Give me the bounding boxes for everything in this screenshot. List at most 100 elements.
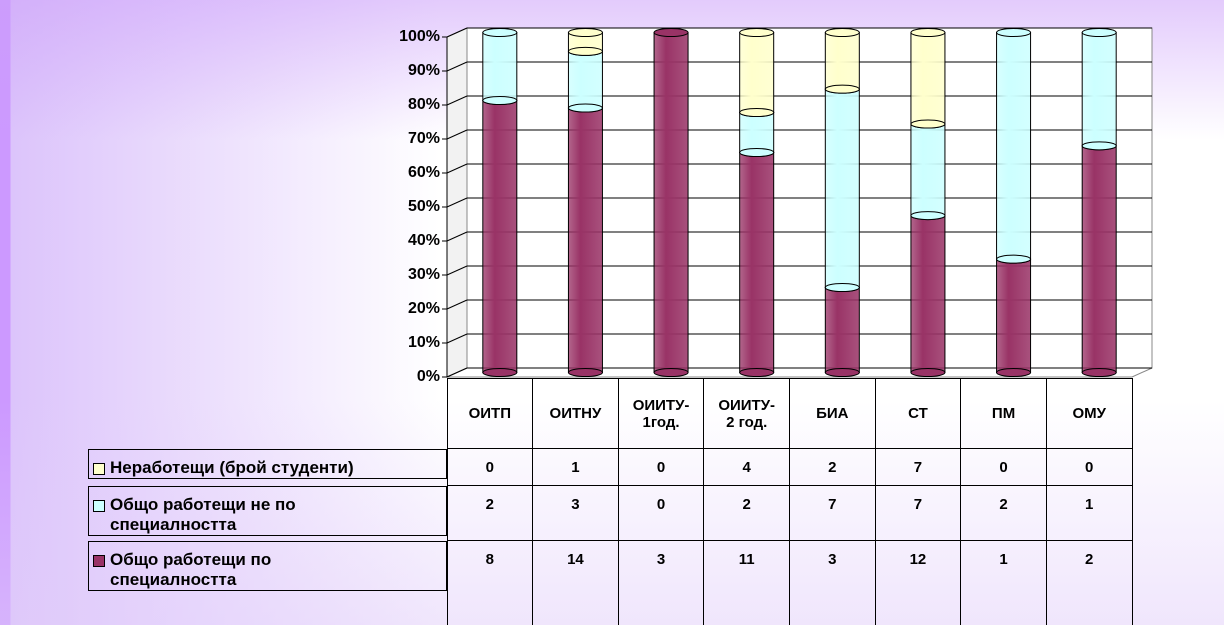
bar-cap <box>824 283 860 292</box>
y-tick-label: 90% <box>408 62 440 79</box>
bar-segment <box>482 32 518 101</box>
legend-swatch <box>93 554 105 567</box>
bar-cap <box>910 28 946 37</box>
table-value: 3 <box>532 485 619 541</box>
y-tick-label: 80% <box>408 96 440 113</box>
grid-line <box>446 299 468 310</box>
x-tick-label: ОИИТУ- 2 год. <box>703 378 790 449</box>
table-row: Общо работещи по специалността 8 14 3 11 3 12 1… <box>88 540 1133 625</box>
bar-cap <box>567 103 603 113</box>
table-value: 7 <box>874 448 962 486</box>
bar-cap <box>996 254 1032 264</box>
grid-line <box>446 95 468 106</box>
table-value: 0 <box>446 448 534 486</box>
x-tick-label: БИА <box>789 378 876 449</box>
table-value: 2 <box>446 485 534 541</box>
bar-segment <box>739 32 775 113</box>
grid-line <box>446 367 468 378</box>
bar-cap <box>996 368 1032 377</box>
grid-line <box>446 27 468 38</box>
table-value: 4 <box>703 448 790 486</box>
table-value: 11 <box>703 540 790 625</box>
bar-segment <box>996 32 1032 260</box>
x-tick-label: ПМ <box>960 378 1047 449</box>
bar-segment <box>567 107 603 374</box>
y-tick-label: 60% <box>408 164 440 181</box>
bar-segment <box>739 112 775 153</box>
table-row: Общо работещи не по специалността 2 3 0 2 7 7 2… <box>88 485 1133 541</box>
legend-label: Общо работещи не по специалността <box>110 494 296 534</box>
x-tick-label: ОИИТУ- 1год. <box>617 378 705 449</box>
grid-line <box>446 61 468 72</box>
bar-cap <box>824 28 860 37</box>
table-value: 2 <box>1045 540 1133 625</box>
x-tick-label: ОМУ <box>1045 378 1133 449</box>
bar-cap <box>824 368 860 377</box>
legend-cell: Общо работещи не по специалността <box>88 485 447 536</box>
y-tick-label: 0% <box>417 368 440 385</box>
table-row: Неработещи (брой студенти) 0 1 0 4 2 7 0 0 <box>88 448 1133 486</box>
table-value: 3 <box>789 540 876 625</box>
bar-cap <box>910 119 946 129</box>
bar-segment <box>910 32 946 125</box>
bar-cap <box>482 368 518 377</box>
floor <box>446 367 1153 378</box>
y-tick-label: 100% <box>399 28 440 45</box>
bar-cap <box>910 211 946 221</box>
grid-line <box>446 197 468 208</box>
y-tick-label: 50% <box>408 198 440 215</box>
bar-cap <box>824 84 860 94</box>
bar-segment <box>653 32 689 373</box>
legend-cell: Общо работещи по специалността <box>88 540 447 591</box>
table-value: 8 <box>446 540 534 625</box>
table-value: 1 <box>1045 485 1133 541</box>
header-row: ОИТП ОИТНУ ОИИТУ- 1год. ОИИТУ- 2 год. БИА СТ П… <box>88 378 1133 449</box>
grid-line <box>446 333 468 344</box>
legend-label: Неработещи (брой студенти) <box>110 457 354 477</box>
bar-cap <box>996 28 1032 37</box>
table-value: 0 <box>1045 448 1133 486</box>
bar-segment <box>910 123 946 217</box>
bar-cap <box>739 108 775 117</box>
bar-segment <box>1081 32 1117 147</box>
table-value: 3 <box>617 540 705 625</box>
grid-line <box>446 231 468 242</box>
bar-segment <box>1081 145 1117 373</box>
bar-cap <box>567 368 603 377</box>
bar-segment <box>739 152 775 373</box>
bar-segment <box>482 100 518 373</box>
bar-cap <box>653 368 689 377</box>
y-tick-label: 40% <box>408 232 440 249</box>
table-value: 1 <box>532 448 619 486</box>
table-value: 7 <box>789 485 876 541</box>
table-value: 0 <box>960 448 1047 486</box>
bar-cap <box>567 28 603 37</box>
bar-cap <box>653 28 689 37</box>
bar-segment <box>824 287 860 373</box>
legend-label: Общо работещи по специалността <box>110 549 272 589</box>
y-tick-label: 30% <box>408 266 440 283</box>
bar-cap <box>910 368 946 377</box>
bar-cap <box>1081 368 1117 377</box>
bar-cap <box>1081 141 1117 151</box>
x-tick-label: СТ <box>874 378 962 449</box>
y-tick-label: 20% <box>408 300 440 317</box>
bar-cap <box>482 96 518 105</box>
bar-segment <box>824 88 860 288</box>
legend-swatch <box>93 499 105 512</box>
legend-cell: Неработещи (брой студенти) <box>88 448 447 479</box>
blank <box>88 379 447 449</box>
table-value: 0 <box>617 485 705 541</box>
y-tick-label: 10% <box>408 334 440 351</box>
bar-cap <box>567 46 603 56</box>
bar-cap <box>482 28 518 37</box>
data-table: ОИТП ОИТНУ ОИИТУ- 1год. ОИИТУ- 2 год. БИА СТ П… <box>88 378 1133 625</box>
bar-segment <box>824 32 860 90</box>
x-tick-label: ОИТП <box>446 378 534 449</box>
bar-segment <box>996 258 1032 373</box>
bar-cap <box>739 368 775 377</box>
table-value: 1 <box>960 540 1047 625</box>
table-value: 0 <box>617 448 705 486</box>
